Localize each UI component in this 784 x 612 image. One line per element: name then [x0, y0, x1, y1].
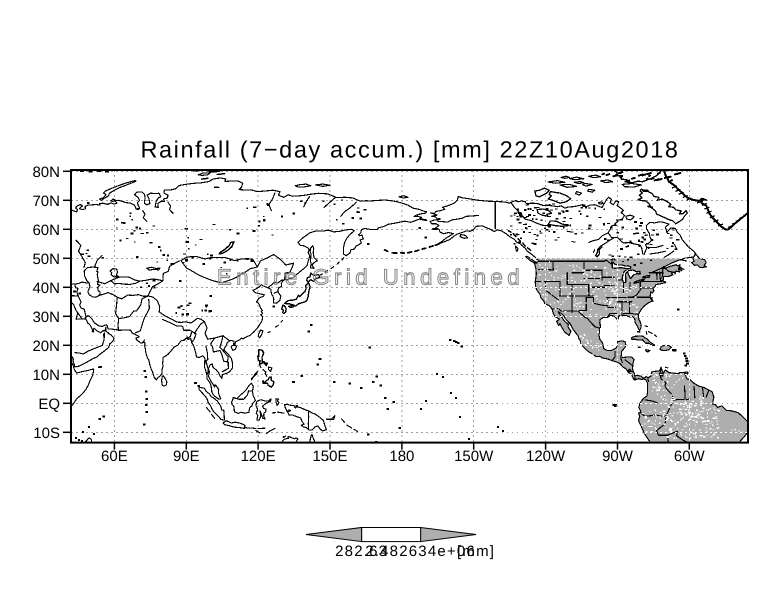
svg-text:30N: 30N	[32, 309, 60, 326]
svg-text:80N: 80N	[32, 164, 60, 181]
svg-text:60N: 60N	[32, 222, 60, 239]
svg-text:50N: 50N	[32, 251, 60, 268]
svg-text:60E: 60E	[101, 448, 128, 465]
svg-text:10S: 10S	[33, 425, 60, 442]
svg-text:EQ: EQ	[38, 396, 60, 413]
svg-text:120E: 120E	[241, 448, 276, 465]
svg-text:2.482634e+06: 2.482634e+06	[365, 543, 476, 560]
svg-text:[mm]: [mm]	[457, 543, 495, 560]
svg-text:180: 180	[389, 448, 414, 465]
svg-text:60W: 60W	[674, 448, 706, 465]
svg-text:120W: 120W	[526, 448, 566, 465]
svg-text:90E: 90E	[173, 448, 200, 465]
svg-text:70N: 70N	[32, 193, 60, 210]
svg-text:10N: 10N	[32, 367, 60, 384]
svg-text:40N: 40N	[32, 280, 60, 297]
svg-text:90W: 90W	[602, 448, 634, 465]
svg-text:20N: 20N	[32, 338, 60, 355]
svg-text:150E: 150E	[312, 448, 347, 465]
svg-text:150W: 150W	[454, 448, 494, 465]
svg-text:Rainfall (7−day accum.) [mm] 2: Rainfall (7−day accum.) [mm] 22Z10Aug201…	[140, 137, 679, 163]
svg-text:Entire Grid Undefined: Entire Grid Undefined	[217, 265, 524, 290]
svg-text:282.63: 282.63	[335, 543, 388, 560]
